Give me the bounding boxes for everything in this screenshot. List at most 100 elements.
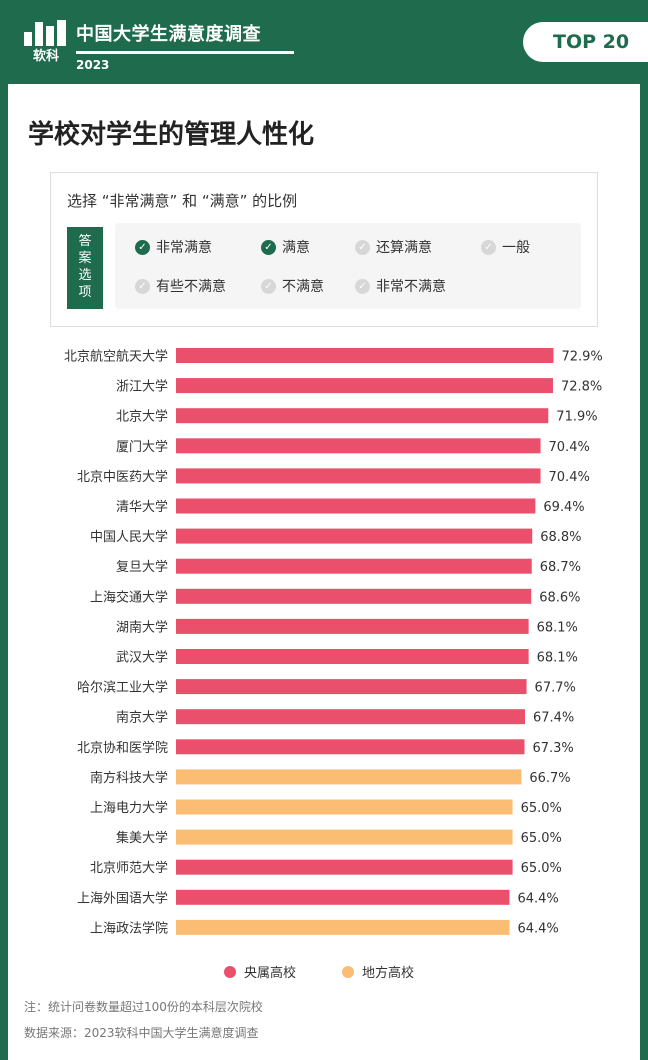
bar <box>176 649 529 664</box>
option-somewhat-dissatisfied[interactable]: ✓ 有些不满意 <box>135 276 226 296</box>
header-title: 中国大学生满意度调查 <box>76 24 261 45</box>
header: 软科 中国大学生满意度调查 2023 TOP 20 <box>0 0 648 80</box>
value-label: 68.7% <box>540 560 581 575</box>
category-label: 哈尔滨工业大学 <box>77 680 168 696</box>
bar-chart: 北京航空航天大学 72.9% 浙江大学 72.8% 北京大学 71.9% 厦门大学 70.4%… <box>64 348 603 936</box>
legend-label: 地方高校 <box>362 966 415 981</box>
category-label: 厦门大学 <box>116 439 168 455</box>
option-label: 满意 <box>282 240 310 256</box>
option-very-satisfied[interactable]: ✓ 非常满意 <box>135 237 212 257</box>
value-label: 67.4% <box>533 711 574 726</box>
option-very-dissatisfied[interactable]: ✓ 非常不满意 <box>355 276 446 296</box>
bar <box>176 829 513 845</box>
answer-filter-box: 选择 “非常满意” 和 “满意” 的比例 答 案 选 项 ✓ 非常满意 ✓ 满意… <box>50 172 598 327</box>
bar <box>176 558 532 574</box>
bar <box>176 618 529 634</box>
option-label: 非常不满意 <box>376 279 446 295</box>
category-label: 上海电力大学 <box>90 800 168 816</box>
legend-dot <box>224 965 236 978</box>
answer-options-tag: 答 案 选 项 <box>67 227 103 309</box>
option-fairly-satisfied[interactable]: ✓ 还算满意 <box>355 237 432 257</box>
category-label: 南方科技大学 <box>90 770 168 786</box>
check-circle-icon: ✓ <box>135 239 150 255</box>
value-label: 67.3% <box>532 741 573 756</box>
bar <box>176 378 553 394</box>
value-label: 70.4% <box>549 470 590 485</box>
category-label: 南京大学 <box>116 710 168 726</box>
category-label: 复旦大学 <box>116 559 168 575</box>
option-label: 有些不满意 <box>156 279 226 295</box>
data-source: 数据来源：2023软科中国大学生满意度调查 <box>24 1026 259 1040</box>
bar <box>176 919 510 935</box>
shanghairanking-logo-icon: 软科 <box>24 20 66 62</box>
value-label: 72.8% <box>561 380 602 395</box>
category-label: 武汉大学 <box>116 650 168 666</box>
option-satisfied[interactable]: ✓ 满意 <box>261 237 310 257</box>
category-label: 上海外国语大学 <box>77 890 168 906</box>
value-label: 68.1% <box>537 620 578 635</box>
legend-item-local: 地方高校 <box>342 962 414 981</box>
category-label: 清华大学 <box>116 499 168 515</box>
footnote: 注：统计问卷数量超过100份的本科层次院校 <box>24 1000 263 1014</box>
category-label: 上海政法学院 <box>90 920 168 936</box>
category-label: 北京协和医学院 <box>77 740 168 756</box>
check-circle-icon: ✓ <box>135 278 150 294</box>
bar <box>176 588 532 604</box>
check-circle-icon: ✓ <box>481 239 496 255</box>
check-circle-icon: ✓ <box>261 278 276 294</box>
option-label: 还算满意 <box>376 240 432 256</box>
value-label: 72.9% <box>561 350 602 365</box>
category-label: 北京大学 <box>116 409 168 425</box>
option-label: 不满意 <box>282 279 324 295</box>
value-label: 68.1% <box>537 651 578 666</box>
value-label: 65.0% <box>521 861 562 876</box>
bar <box>176 799 513 815</box>
option-label: 非常满意 <box>156 240 212 256</box>
check-circle-icon: ✓ <box>355 278 370 294</box>
value-label: 64.4% <box>517 921 558 936</box>
value-label: 64.4% <box>517 891 558 906</box>
chart-legend: 央属高校 地方高校 <box>224 962 414 981</box>
category-label: 北京中医药大学 <box>77 469 168 485</box>
option-label: 一般 <box>502 240 530 256</box>
category-label: 湖南大学 <box>116 619 168 635</box>
bar <box>176 769 522 785</box>
bar <box>176 468 541 484</box>
top-badge: TOP 20 <box>523 22 648 62</box>
check-circle-icon: ✓ <box>261 239 276 255</box>
category-label: 集美大学 <box>116 830 168 846</box>
value-label: 65.0% <box>521 801 562 816</box>
bar <box>176 348 554 363</box>
bar <box>176 679 527 695</box>
tag-char: 选 <box>78 268 92 283</box>
value-label: 68.8% <box>540 530 581 545</box>
tag-char: 案 <box>78 251 92 266</box>
header-year: 2023 <box>76 58 110 72</box>
content-card: 学校对学生的管理人性化 选择 “非常满意” 和 “满意” 的比例 答 案 选 项… <box>8 84 640 1060</box>
bar <box>176 739 525 755</box>
filter-title: 选择 “非常满意” 和 “满意” 的比例 <box>67 192 298 210</box>
legend-label: 央属高校 <box>244 966 297 981</box>
option-neutral[interactable]: ✓ 一般 <box>481 237 530 257</box>
bar <box>176 498 536 514</box>
category-label: 上海交通大学 <box>90 589 168 605</box>
bar <box>176 889 510 905</box>
category-label: 北京航空航天大学 <box>64 349 168 365</box>
value-label: 66.7% <box>529 771 570 786</box>
page-title: 学校对学生的管理人性化 <box>28 120 315 150</box>
category-label: 中国人民大学 <box>90 529 168 545</box>
legend-dot <box>342 965 355 978</box>
bar <box>176 438 541 454</box>
category-label: 北京师范大学 <box>90 860 168 876</box>
value-label: 67.7% <box>535 681 576 696</box>
option-dissatisfied[interactable]: ✓ 不满意 <box>261 276 324 296</box>
value-label: 68.6% <box>539 590 580 605</box>
bar <box>176 859 513 875</box>
value-label: 71.9% <box>556 410 597 425</box>
value-label: 69.4% <box>543 500 584 515</box>
tag-char: 答 <box>78 234 92 249</box>
check-circle-icon: ✓ <box>355 239 370 255</box>
options-panel: ✓ 非常满意 ✓ 满意 ✓ 还算满意 ✓ 一般 ✓ 有些不满意 ✓ 不满意 <box>115 223 581 309</box>
category-label: 浙江大学 <box>116 379 168 395</box>
value-label: 65.0% <box>521 831 562 846</box>
